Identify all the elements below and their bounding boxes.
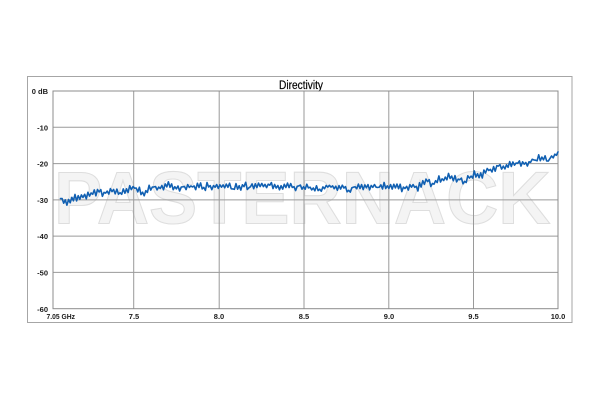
svg-text:PASTERNACK: PASTERNACK <box>54 157 551 240</box>
svg-text:9.0: 9.0 <box>384 312 394 321</box>
svg-text:-40: -40 <box>37 232 48 241</box>
svg-text:0 dB: 0 dB <box>32 87 49 96</box>
svg-text:9.5: 9.5 <box>468 312 478 321</box>
svg-text:-10: -10 <box>37 123 48 132</box>
svg-text:-20: -20 <box>37 160 48 169</box>
svg-text:-30: -30 <box>37 196 48 205</box>
svg-text:10.0: 10.0 <box>551 312 566 321</box>
svg-text:7.05 GHz: 7.05 GHz <box>47 312 76 321</box>
svg-text:8.5: 8.5 <box>299 312 309 321</box>
svg-text:-60: -60 <box>37 305 48 314</box>
svg-text:Directivity: Directivity <box>279 80 323 92</box>
svg-text:7.5: 7.5 <box>129 312 139 321</box>
svg-text:-50: -50 <box>37 269 48 278</box>
svg-text:8.0: 8.0 <box>214 312 224 321</box>
